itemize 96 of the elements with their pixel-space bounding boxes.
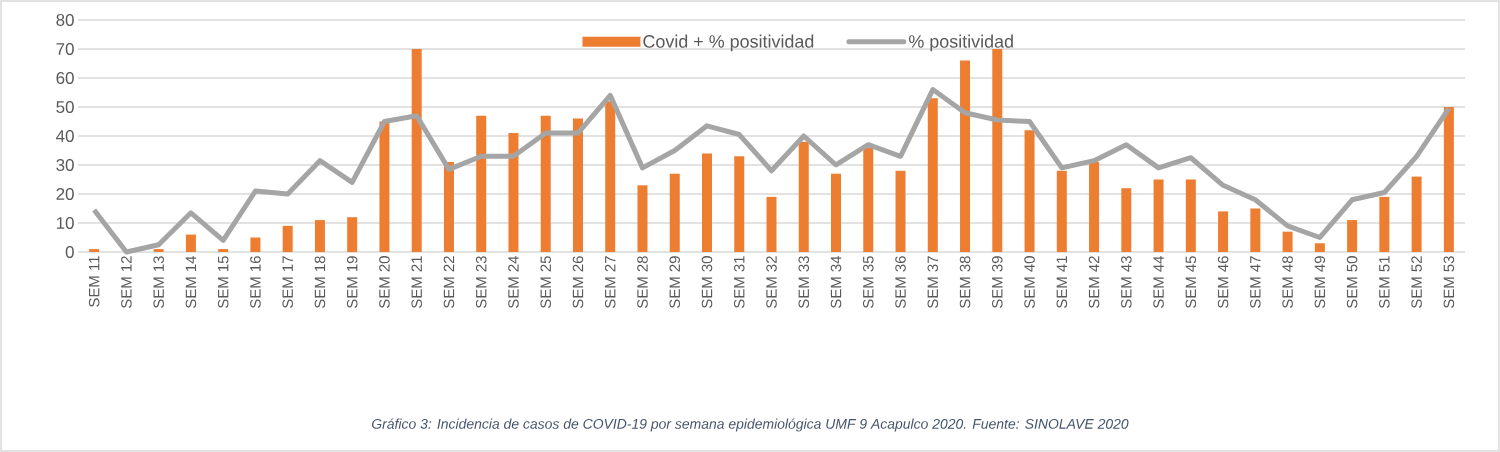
legend-label: Covid + % positividad [643, 34, 814, 52]
bar [1443, 106, 1454, 252]
x-tick-label: SEM 52 [1411, 256, 1422, 308]
bar [1347, 220, 1358, 252]
bar [508, 133, 519, 252]
x-tick-label: SEM 41 [1056, 256, 1068, 308]
x-tick-label: SEM 32 [766, 256, 777, 308]
x-tick-label: SEM 47 [1250, 256, 1261, 308]
x-tick-label: SEM 26 [572, 256, 584, 308]
bar [701, 153, 712, 252]
x-tick-label: SEM 31 [733, 256, 745, 308]
x-tick-label: SEM 15 [217, 256, 229, 308]
x-tick-label: SEM 44 [1153, 255, 1164, 308]
x-tick-label: SEM 13 [153, 256, 164, 308]
x-tick-label: SEM 36 [895, 256, 906, 308]
x-tick-label: SEM 29 [669, 256, 681, 308]
bar [314, 220, 325, 252]
x-tick-label: SEM 45 [1185, 256, 1197, 308]
bar [1153, 179, 1164, 252]
y-tick-label: 70 [56, 42, 74, 55]
x-tick-label: SEM 20 [379, 256, 390, 308]
x-tick-label: SEM 21 [411, 256, 422, 308]
x-tick-label: SEM 51 [1379, 256, 1390, 308]
bar [1282, 231, 1293, 252]
bar [895, 170, 906, 252]
bar [1250, 208, 1261, 252]
y-tick-label: 30 [56, 158, 74, 171]
bar [1121, 188, 1132, 252]
x-tick-label: SEM 43 [1121, 256, 1132, 308]
bar [669, 173, 680, 252]
bar [1056, 170, 1067, 252]
bar [185, 234, 196, 252]
bar [218, 249, 229, 252]
x-tick-label: SEM 16 [250, 256, 261, 308]
y-tick-label: 50 [56, 100, 74, 113]
bar [927, 98, 938, 252]
x-tick-label: SEM 24 [508, 255, 519, 308]
x-tick-label: SEM 30 [701, 256, 713, 308]
bar [443, 162, 454, 252]
x-tick-label: SEM 35 [862, 256, 874, 308]
y-tick-label: 40 [56, 129, 74, 142]
x-tick-label: SEM 50 [1346, 256, 1358, 308]
x-tick-label: SEM 22 [443, 256, 455, 308]
y-tick-label: 10 [56, 216, 74, 229]
legend-label: % positividad [909, 34, 1013, 52]
y-tick-label: 80 [56, 14, 74, 26]
x-tick-label: SEM 40 [1024, 256, 1035, 308]
bar [282, 225, 293, 252]
bar [153, 249, 164, 252]
bar [379, 121, 390, 252]
bar [347, 217, 358, 252]
bar [250, 237, 261, 252]
y-tick-label: 20 [56, 187, 74, 200]
x-tick-label: SEM 18 [314, 256, 326, 308]
x-tick-label: SEM 39 [992, 256, 1003, 308]
bar [605, 101, 616, 252]
x-tick-label: SEM 25 [540, 256, 551, 308]
bar [1024, 130, 1035, 252]
x-tick-label: SEM 12 [121, 256, 132, 308]
bar [831, 173, 842, 252]
text: Gráfico 3: Incidencia de casos de COVID-19 por semana epidemiológica UMF 9 Acapulco 2020. Fuente: SINOLAVE 2020 [371, 418, 1129, 432]
x-tick-label: SEM 46 [1217, 256, 1229, 308]
y-tick-label: 60 [56, 71, 74, 84]
x-tick-label: SEM 14 [185, 255, 197, 308]
bar [476, 115, 487, 252]
x-tick-label: SEM 11 [88, 256, 100, 307]
bar [766, 196, 777, 252]
bar [411, 48, 422, 252]
bar [89, 249, 100, 252]
bar [1314, 243, 1325, 252]
bar [960, 60, 971, 252]
bar [1089, 162, 1100, 252]
bar [1411, 176, 1422, 252]
x-tick-label: SEM 28 [637, 256, 648, 308]
x-tick-label: SEM 48 [1282, 256, 1293, 308]
x-tick-label: SEM 17 [282, 256, 293, 308]
bar [540, 115, 551, 252]
x-tick-label: SEM 33 [798, 256, 810, 308]
x-tick-label: SEM 38 [959, 256, 971, 308]
x-tick-label: SEM 19 [346, 256, 358, 308]
x-tick-label: SEM 34 [830, 255, 842, 308]
bar [1185, 179, 1196, 252]
y-tick-label: 0 [65, 245, 74, 258]
x-tick-label: SEM 53 [1443, 256, 1455, 308]
bar [1379, 196, 1390, 252]
x-tick-label: SEM 42 [1088, 256, 1100, 308]
bar [863, 147, 874, 252]
bar [637, 185, 648, 252]
x-tick-label: SEM 27 [604, 256, 616, 308]
bar [1218, 211, 1229, 252]
bar [572, 118, 583, 252]
x-tick-label: SEM 23 [475, 256, 487, 308]
x-tick-label: SEM 37 [927, 256, 939, 308]
bar [798, 141, 809, 252]
x-tick-label: SEM 49 [1314, 256, 1326, 308]
bar [734, 156, 745, 252]
